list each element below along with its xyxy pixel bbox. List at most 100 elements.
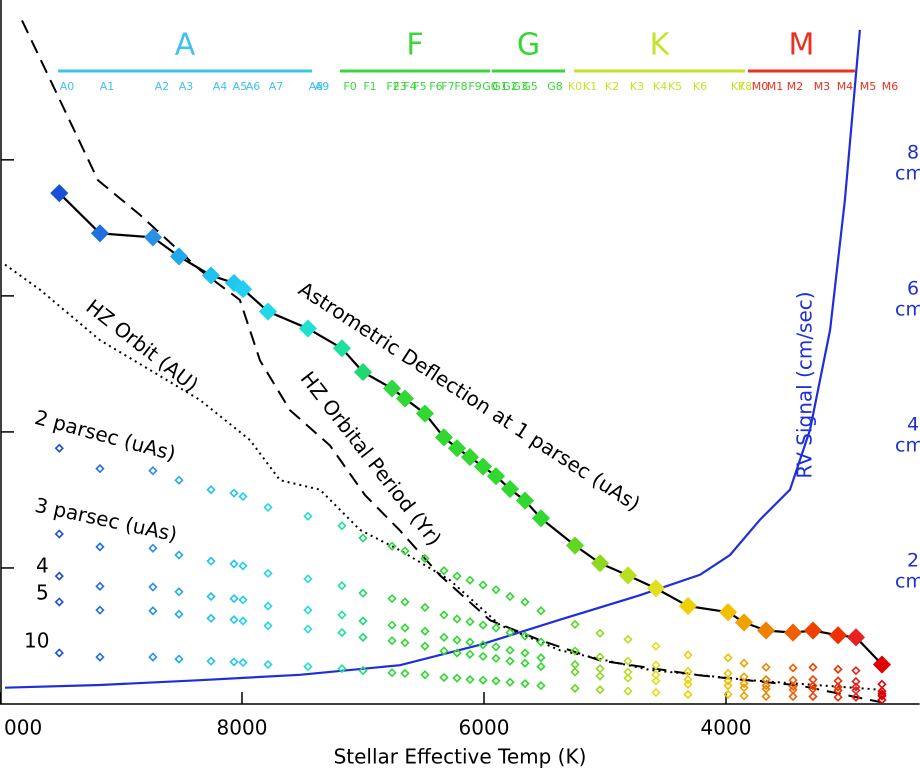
marker-open-diamond bbox=[387, 541, 397, 551]
marker-open-diamond bbox=[536, 653, 546, 663]
marker-open-diamond bbox=[229, 559, 239, 569]
marker-open-diamond bbox=[651, 660, 661, 670]
spectral-type-label: K4 bbox=[653, 80, 667, 93]
marker-diamond bbox=[486, 467, 506, 486]
spectral-type-label: F8 bbox=[454, 80, 467, 93]
marker-diamond bbox=[515, 491, 535, 510]
marker-open-diamond bbox=[739, 678, 749, 689]
marker-open-diamond bbox=[833, 692, 843, 702]
marker-diamond bbox=[618, 566, 638, 585]
marker-open-diamond bbox=[505, 591, 515, 602]
spectral-type-label: G5 bbox=[522, 80, 538, 93]
spectral-type-label: K5 bbox=[668, 80, 682, 93]
marker-diamond bbox=[646, 579, 666, 598]
marker-open-diamond bbox=[148, 582, 158, 592]
marker-open-diamond bbox=[387, 620, 397, 630]
series-annotation: HZ Orbital Period (Yr) bbox=[296, 367, 447, 550]
marker-diamond bbox=[846, 628, 866, 647]
marker-open-diamond bbox=[570, 683, 580, 693]
marker-open-diamond bbox=[400, 668, 410, 679]
marker-open-diamond bbox=[723, 668, 733, 679]
spectral-type-label: A3 bbox=[179, 80, 194, 93]
marker-open-diamond bbox=[570, 646, 580, 656]
marker-open-diamond bbox=[229, 657, 239, 667]
spectral-type-label: G2 bbox=[502, 80, 518, 93]
marker-open-diamond bbox=[337, 581, 347, 591]
series-line bbox=[21, 19, 881, 703]
marker-open-diamond bbox=[238, 595, 248, 605]
spectral-type-label: A1 bbox=[100, 80, 115, 93]
marker-open-diamond bbox=[387, 668, 397, 678]
marker-open-diamond bbox=[303, 624, 313, 634]
marker-open-diamond bbox=[358, 616, 368, 626]
marker-open-diamond bbox=[505, 645, 515, 655]
marker-diamond bbox=[233, 280, 253, 299]
spectral-type-label: M3 bbox=[814, 80, 831, 93]
marker-open-diamond bbox=[761, 691, 771, 702]
marker-open-diamond bbox=[465, 637, 475, 647]
spectral-type-label: M0 bbox=[752, 80, 769, 93]
marker-diamond bbox=[143, 228, 163, 247]
marker-diamond bbox=[50, 184, 69, 203]
marker-diamond bbox=[872, 655, 892, 674]
marker-diamond bbox=[565, 536, 585, 555]
y2-tick-label: 8 bbox=[907, 141, 919, 163]
spectral-type-label: K1 bbox=[583, 80, 597, 93]
spectral-type-label: K7 bbox=[731, 80, 745, 93]
marker-open-diamond bbox=[439, 610, 449, 620]
marker-open-diamond bbox=[623, 673, 633, 683]
marker-open-diamond bbox=[788, 663, 798, 673]
marker-open-diamond bbox=[337, 610, 347, 620]
marker-open-diamond bbox=[851, 682, 861, 692]
marker-open-diamond bbox=[452, 614, 462, 624]
series-annotation: HZ Orbit (AU) bbox=[82, 294, 204, 396]
marker-open-diamond bbox=[788, 691, 798, 702]
marker-open-diamond bbox=[761, 681, 771, 691]
marker-open-diamond bbox=[439, 646, 449, 656]
spectral-type-label: K0 bbox=[568, 80, 582, 93]
marker-open-diamond bbox=[238, 616, 248, 626]
series-annotation: 10 bbox=[24, 629, 49, 653]
marker-diamond bbox=[434, 428, 454, 447]
marker-open-diamond bbox=[420, 626, 430, 636]
spectral-type-label: K3 bbox=[630, 80, 644, 93]
marker-open-diamond bbox=[439, 566, 449, 576]
marker-open-diamond bbox=[439, 672, 449, 683]
spectral-type-label: F4 bbox=[403, 80, 416, 93]
marker-diamond bbox=[169, 247, 189, 266]
marker-open-diamond bbox=[723, 689, 733, 700]
marker-open-diamond bbox=[148, 606, 158, 616]
spectral-type-label: M2 bbox=[787, 80, 804, 93]
marker-open-diamond bbox=[491, 585, 501, 595]
marker-open-diamond bbox=[358, 666, 368, 676]
marker-open-diamond bbox=[478, 620, 488, 630]
marker-open-diamond bbox=[833, 664, 843, 674]
marker-open-diamond bbox=[54, 648, 64, 658]
marker-open-diamond bbox=[206, 613, 216, 623]
marker-diamond bbox=[447, 439, 467, 458]
marker-open-diamond bbox=[623, 686, 633, 696]
marker-open-diamond bbox=[739, 683, 749, 693]
spectral-class-label: K bbox=[650, 28, 671, 63]
marker-open-diamond bbox=[570, 619, 580, 630]
marker-diamond bbox=[734, 613, 754, 632]
marker-open-diamond bbox=[263, 621, 273, 631]
spectral-class-label: G bbox=[517, 28, 540, 63]
marker-open-diamond bbox=[400, 638, 410, 648]
marker-open-diamond bbox=[229, 593, 239, 604]
marker-open-diamond bbox=[420, 553, 430, 564]
marker-open-diamond bbox=[358, 533, 368, 543]
marker-open-diamond bbox=[478, 675, 488, 685]
marker-open-diamond bbox=[174, 609, 184, 619]
marker-open-diamond bbox=[303, 511, 313, 521]
marker-open-diamond bbox=[54, 571, 64, 581]
marker-open-diamond bbox=[808, 662, 818, 672]
marker-diamond bbox=[298, 319, 318, 338]
spectral-type-label: F0 bbox=[343, 80, 356, 93]
marker-open-diamond bbox=[95, 652, 105, 662]
marker-diamond bbox=[415, 404, 435, 423]
marker-open-diamond bbox=[520, 658, 530, 668]
marker-open-diamond bbox=[452, 648, 462, 658]
marker-open-diamond bbox=[238, 561, 248, 571]
marker-open-diamond bbox=[54, 443, 64, 453]
